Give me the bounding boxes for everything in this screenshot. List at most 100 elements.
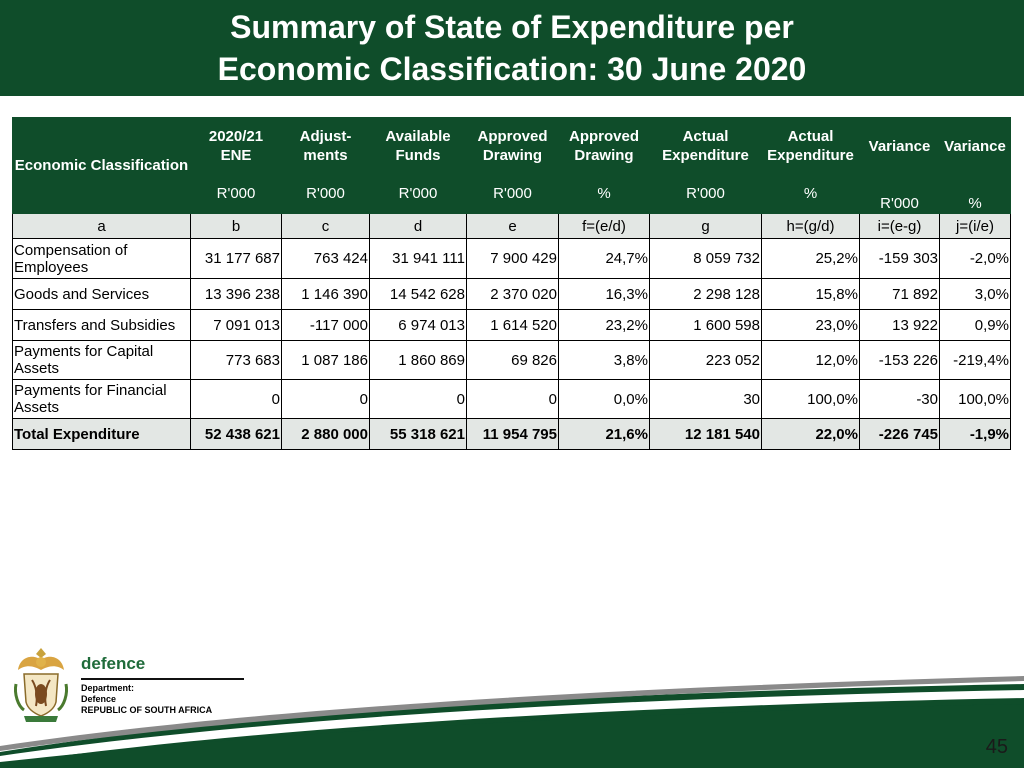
table-cell: -117 000: [281, 309, 370, 341]
coat-of-arms-icon: [14, 648, 68, 722]
total-cell: -1,9%: [939, 418, 1011, 450]
table-row: Compensation of Employees 31 177 687 763…: [12, 238, 1011, 279]
table-cell: 1 614 520: [466, 309, 559, 341]
table-cell: 31 941 111: [369, 238, 467, 279]
total-cell: 11 954 795: [466, 418, 559, 450]
code-cell: c: [281, 213, 370, 239]
header-approved-drawing-pct: Approved Drawing%: [558, 117, 650, 214]
title-line-2: Economic Classification: 30 June 2020: [217, 51, 807, 87]
table-cell: 6 974 013: [369, 309, 467, 341]
header-row: Economic Classification 2020/21 ENE R'000…: [12, 117, 1011, 214]
total-cell: 55 318 621: [369, 418, 467, 450]
table-cell: 100,0%: [761, 379, 860, 419]
table-cell: -2,0%: [939, 238, 1011, 279]
row-label: Compensation of Employees: [12, 238, 191, 279]
table-cell: 24,7%: [558, 238, 650, 279]
table-cell: 23,0%: [761, 309, 860, 341]
table-cell: -153 226: [859, 340, 940, 380]
expenditure-table: Economic Classification 2020/21 ENE R'000…: [12, 117, 1011, 450]
footer-swoosh: [0, 676, 1024, 768]
code-cell: b: [190, 213, 282, 239]
table-cell: 7 900 429: [466, 238, 559, 279]
table-cell: 8 059 732: [649, 238, 762, 279]
table-cell: 0: [190, 379, 282, 419]
table-cell: 31 177 687: [190, 238, 282, 279]
table-cell: 1 600 598: [649, 309, 762, 341]
table-cell: 30: [649, 379, 762, 419]
table-cell: 223 052: [649, 340, 762, 380]
table-cell: 16,3%: [558, 278, 650, 310]
code-cell: g: [649, 213, 762, 239]
table-cell: 1 146 390: [281, 278, 370, 310]
table-cell: 0: [281, 379, 370, 419]
divider: [81, 678, 244, 680]
table-cell: 14 542 628: [369, 278, 467, 310]
total-cell: 12 181 540: [649, 418, 762, 450]
table-cell: 15,8%: [761, 278, 860, 310]
dept-line-1: Department:: [81, 683, 135, 693]
total-cell: -226 745: [859, 418, 940, 450]
table-cell: 2 298 128: [649, 278, 762, 310]
table-cell: 3,0%: [939, 278, 1011, 310]
header-economic-classification: Economic Classification: [12, 117, 191, 214]
table-cell: 763 424: [281, 238, 370, 279]
table-cell: 0: [466, 379, 559, 419]
total-label: Total Expenditure: [12, 418, 191, 450]
table-cell: 7 091 013: [190, 309, 282, 341]
page-number: 45: [985, 736, 1008, 758]
table-cell: -30: [859, 379, 940, 419]
table-row: Goods and Services 13 396 238 1 146 390 …: [12, 278, 1011, 310]
row-label: Payments for Financial Assets: [12, 379, 191, 419]
header-actual-expenditure: Actual Expenditure R'000: [649, 117, 762, 214]
table-cell: 773 683: [190, 340, 282, 380]
table-cell: 1 087 186: [281, 340, 370, 380]
code-cell: i=(e-g): [859, 213, 940, 239]
table-cell: 0,9%: [939, 309, 1011, 341]
code-cell: h=(g/d): [761, 213, 860, 239]
table-cell: 1 860 869: [369, 340, 467, 380]
title-line-1: Summary of State of Expenditure per: [230, 9, 794, 45]
table-cell: 23,2%: [558, 309, 650, 341]
total-cell: 21,6%: [558, 418, 650, 450]
table-cell: 71 892: [859, 278, 940, 310]
code-cell: j=(i/e): [939, 213, 1011, 239]
header-ene: 2020/21 ENE R'000: [190, 117, 282, 214]
header-variance: Variance R'000: [859, 117, 940, 214]
table-cell: -159 303: [859, 238, 940, 279]
department-logo-name: defence: [81, 654, 146, 673]
code-cell: f=(e/d): [558, 213, 650, 239]
table-cell: 69 826: [466, 340, 559, 380]
table-cell: 13 396 238: [190, 278, 282, 310]
table-cell: 100,0%: [939, 379, 1011, 419]
column-code-row: a b c d e f=(e/d) g h=(g/d) i=(e-g) j=(i…: [12, 213, 1011, 239]
header-available-funds: Available Funds R'000: [369, 117, 467, 214]
table-cell: -219,4%: [939, 340, 1011, 380]
header-adjustments: Adjust-ments R'000: [281, 117, 370, 214]
page-title: Summary of State of Expenditure per Econ…: [218, 6, 807, 90]
code-cell: d: [369, 213, 467, 239]
row-label: Transfers and Subsidies: [12, 309, 191, 341]
title-bar: Summary of State of Expenditure per Econ…: [0, 0, 1024, 96]
code-cell: e: [466, 213, 559, 239]
total-cell: 2 880 000: [281, 418, 370, 450]
table-cell: 13 922: [859, 309, 940, 341]
code-cell: a: [12, 213, 191, 239]
total-row: Total Expenditure 52 438 621 2 880 000 5…: [12, 418, 1011, 450]
table-cell: 2 370 020: [466, 278, 559, 310]
table-cell: 3,8%: [558, 340, 650, 380]
row-label: Goods and Services: [12, 278, 191, 310]
total-cell: 22,0%: [761, 418, 860, 450]
row-label: Payments for Capital Assets: [12, 340, 191, 380]
dept-line-3: REPUBLIC OF SOUTH AFRICA: [81, 705, 213, 715]
table-cell: 0,0%: [558, 379, 650, 419]
header-actual-expenditure-pct: Actual Expenditure%: [761, 117, 860, 214]
table-row: Transfers and Subsidies 7 091 013 -117 0…: [12, 309, 1011, 341]
total-cell: 52 438 621: [190, 418, 282, 450]
header-variance-pct: Variance%: [939, 117, 1011, 214]
header-approved-drawing: Approved Drawing R'000: [466, 117, 559, 214]
table-row: Payments for Financial Assets 0 0 0 0 0,…: [12, 379, 1011, 419]
table-cell: 25,2%: [761, 238, 860, 279]
table-row: Payments for Capital Assets 773 683 1 08…: [12, 340, 1011, 380]
table-cell: 0: [369, 379, 467, 419]
dept-line-2: Defence: [81, 694, 117, 704]
